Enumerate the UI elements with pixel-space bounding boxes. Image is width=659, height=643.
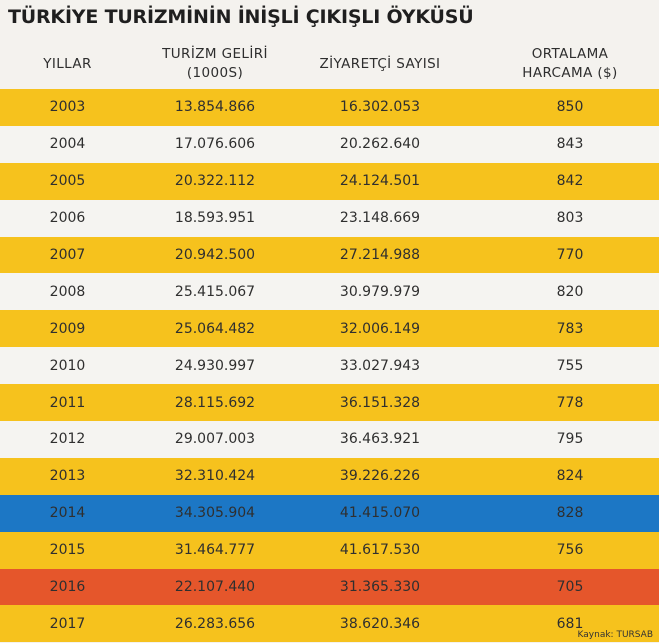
cell-income: 28.115.692 (174, 394, 256, 411)
table-row: 2010 24.930.997 33.027.943 755 (0, 347, 659, 385)
table-row: 2016 22.107.440 31.365.330 705 (0, 568, 659, 606)
cell-spend: 681 (556, 615, 584, 632)
cell-visitors: 31.365.330 (339, 579, 421, 596)
cell-spend: 778 (556, 394, 584, 411)
header-visitors: ZİYARETÇİ SAYISI (300, 40, 460, 88)
table-row: 2015 31.464.777 41.617.530 756 (0, 531, 659, 569)
table-row: 2011 28.115.692 36.151.328 778 (0, 384, 659, 422)
cell-year: 2015 (49, 542, 86, 559)
cell-visitors: 20.262.640 (339, 136, 421, 153)
header-years-label: YILLAR (43, 55, 92, 72)
cell-visitors: 27.214.988 (339, 247, 421, 263)
cell-income: 29.007.003 (174, 431, 256, 448)
cell-spend: 843 (556, 136, 584, 153)
table-body: 2003 13.854.866 16.302.053 850 2004 17.076.60… (0, 89, 659, 643)
cell-year: 2003 (49, 99, 86, 116)
cell-visitors: 41.415.070 (339, 505, 421, 522)
cell-visitors: 16.302.053 (339, 99, 421, 116)
cell-visitors: 41.617.530 (339, 542, 421, 559)
header-spend-unit: HARCAMA ($) (522, 65, 618, 81)
table-row: 2012 29.007.003 36.463.921 795 (0, 421, 659, 458)
cell-income: 22.107.440 (174, 579, 256, 596)
cell-visitors: 38.620.346 (339, 615, 421, 632)
cell-income: 18.593.951 (174, 210, 256, 227)
cell-spend: 783 (556, 320, 584, 337)
header-spend: ORTALAMA HARCAMA ($) (480, 40, 659, 88)
cell-visitors: 33.027.943 (339, 357, 421, 374)
cell-spend: 850 (556, 99, 584, 116)
cell-visitors: 23.148.669 (339, 210, 421, 227)
table-row: 2013 32.310.424 39.226.226 824 (0, 457, 659, 495)
cell-income: 24.930.997 (174, 357, 256, 374)
cell-income: 25.064.482 (174, 320, 256, 337)
cell-income: 32.310.424 (174, 468, 256, 485)
cell-year: 2007 (49, 247, 86, 263)
cell-year: 2005 (49, 173, 86, 190)
cell-income: 31.464.777 (174, 542, 256, 559)
table-header: YILLAR TURİZM GELİRİ (1000S) ZİYARETÇİ S… (0, 40, 659, 88)
cell-spend: 705 (556, 579, 584, 596)
source-note: Kaynak: TURSAB (577, 630, 653, 640)
cell-income: 25.415.067 (174, 283, 256, 300)
cell-spend: 756 (556, 542, 584, 559)
page-title: TÜRKİYE TURİZMİNİN İNİŞLİ ÇIKIŞLI ÖYKÜSÜ (8, 6, 474, 28)
cell-year: 2009 (49, 320, 86, 337)
header-visitors-label: ZİYARETÇİ SAYISI (319, 55, 441, 72)
cell-income: 26.283.656 (174, 615, 256, 632)
cell-visitors: 39.226.226 (339, 468, 421, 485)
cell-income: 20.322.112 (174, 173, 256, 190)
cell-spend: 755 (556, 357, 584, 374)
header-income: TURİZM GELİRİ (1000S) (135, 40, 295, 88)
cell-year: 2012 (49, 431, 86, 448)
table-row: 2014 34.305.904 41.415.070 828 (0, 494, 659, 532)
table-row: 2007 20.942.500 27.214.988 770 (0, 236, 659, 274)
cell-year: 2010 (49, 357, 86, 374)
cell-year: 2016 (49, 579, 86, 596)
cell-year: 2008 (49, 283, 86, 300)
header-years: YILLAR (0, 40, 135, 88)
cell-spend: 820 (556, 283, 584, 300)
cell-income: 13.854.866 (174, 99, 256, 116)
header-income-label: TURİZM GELİRİ (162, 46, 268, 62)
cell-spend: 803 (556, 210, 584, 227)
header-spend-label: ORTALAMA (531, 46, 609, 62)
table-row: 2008 25.415.067 30.979.979 820 (0, 273, 659, 311)
cell-income: 20.942.500 (174, 247, 256, 263)
header-income-unit: (1000S) (186, 65, 244, 81)
cell-year: 2017 (49, 615, 86, 632)
cell-year: 2013 (49, 468, 86, 485)
table-row: 2009 25.064.482 32.006.149 783 (0, 310, 659, 348)
cell-spend: 795 (556, 431, 584, 448)
cell-spend: 842 (556, 173, 584, 190)
table-row: 2006 18.593.951 23.148.669 803 (0, 199, 659, 237)
table-row: 2005 20.322.112 24.124.501 842 (0, 162, 659, 200)
cell-visitors: 36.463.921 (339, 431, 421, 448)
cell-spend: 828 (556, 505, 584, 522)
cell-year: 2006 (49, 210, 86, 227)
table-row: 2003 13.854.866 16.302.053 850 (0, 89, 659, 126)
cell-visitors: 30.979.979 (339, 283, 421, 300)
table-row: 2004 17.076.606 20.262.640 843 (0, 125, 659, 163)
cell-year: 2014 (49, 505, 86, 522)
cell-year: 2004 (49, 136, 86, 153)
cell-spend: 770 (556, 247, 584, 263)
cell-year: 2011 (49, 394, 86, 411)
cell-income: 34.305.904 (174, 505, 256, 522)
cell-spend: 824 (556, 468, 584, 485)
cell-visitors: 36.151.328 (339, 394, 421, 411)
cell-visitors: 32.006.149 (339, 320, 421, 337)
cell-income: 17.076.606 (174, 136, 256, 153)
table-row: 2017 26.283.656 38.620.346 681 (0, 605, 659, 643)
cell-visitors: 24.124.501 (339, 173, 421, 190)
